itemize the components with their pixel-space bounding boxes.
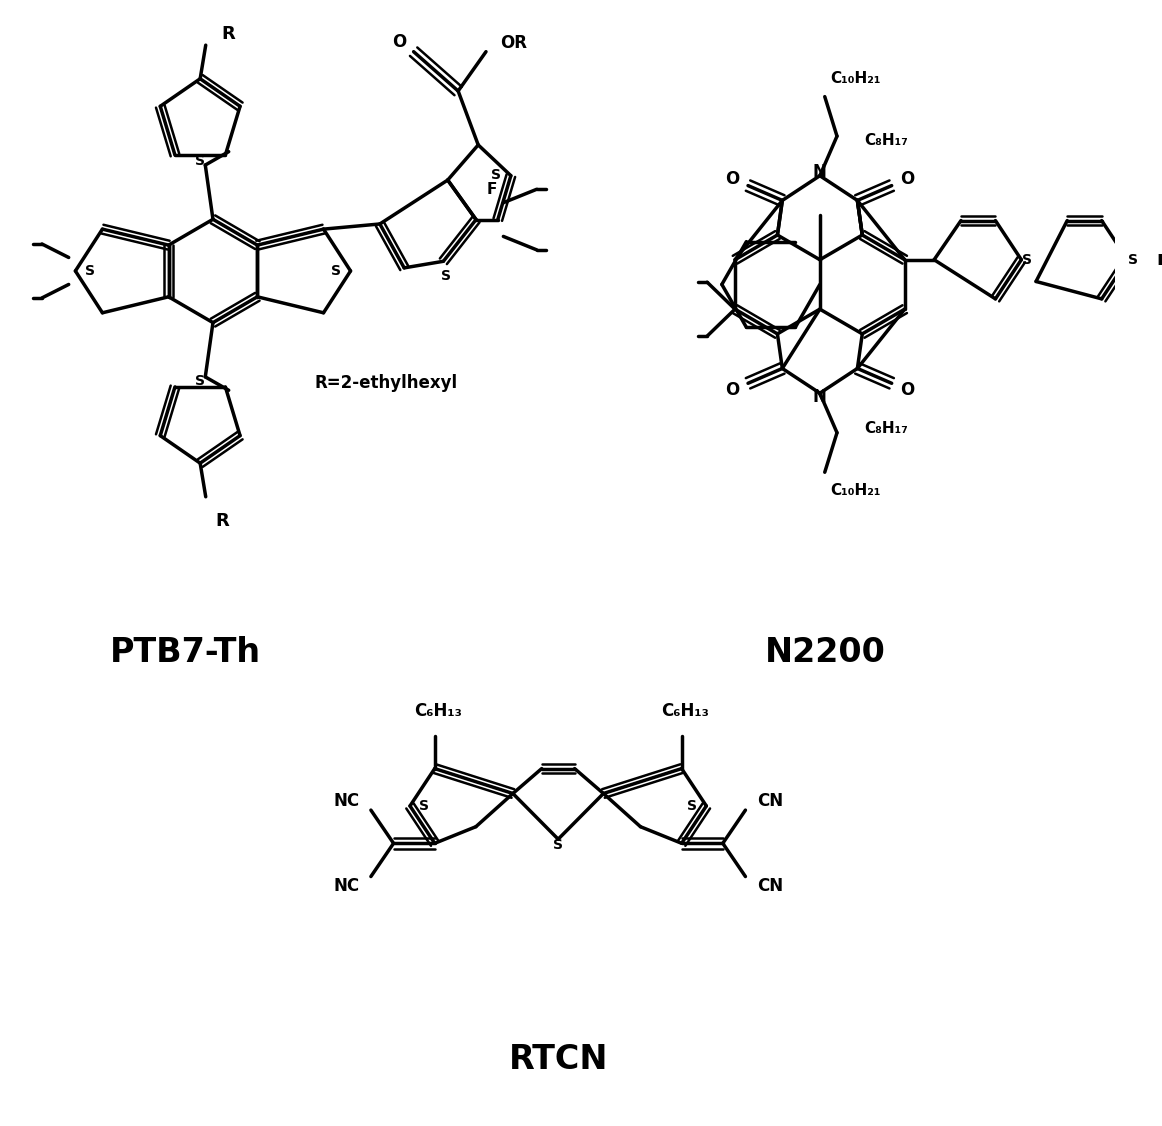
Text: PTB7-Th: PTB7-Th bbox=[109, 636, 260, 669]
Text: O: O bbox=[725, 170, 739, 188]
Text: N: N bbox=[813, 387, 827, 405]
Text: NC: NC bbox=[333, 876, 359, 894]
Text: S: S bbox=[440, 269, 451, 283]
Text: C₈H₁₇: C₈H₁₇ bbox=[865, 421, 908, 436]
Text: S: S bbox=[553, 839, 564, 852]
Text: C₆H₁₃: C₆H₁₃ bbox=[661, 701, 709, 720]
Text: S: S bbox=[687, 799, 697, 813]
Text: N: N bbox=[813, 163, 827, 181]
Text: CN: CN bbox=[756, 876, 783, 894]
Text: O: O bbox=[392, 33, 407, 51]
Text: R: R bbox=[216, 512, 229, 530]
Text: C₈H₁₇: C₈H₁₇ bbox=[865, 133, 908, 149]
Text: CN: CN bbox=[756, 792, 783, 810]
Text: OR: OR bbox=[501, 34, 528, 52]
Text: S: S bbox=[195, 154, 206, 169]
Text: O: O bbox=[725, 381, 739, 399]
Text: n: n bbox=[1156, 250, 1162, 269]
Text: C₁₀H₂₁: C₁₀H₂₁ bbox=[831, 71, 881, 87]
Text: RTCN: RTCN bbox=[509, 1043, 608, 1076]
Text: O: O bbox=[901, 170, 914, 188]
Text: F: F bbox=[487, 181, 497, 197]
Text: N2200: N2200 bbox=[765, 636, 885, 669]
Text: O: O bbox=[901, 381, 914, 399]
Text: S: S bbox=[331, 263, 342, 278]
Text: C₁₀H₂₁: C₁₀H₂₁ bbox=[831, 483, 881, 498]
Text: S: S bbox=[85, 263, 95, 278]
Text: R=2-ethylhexyl: R=2-ethylhexyl bbox=[314, 374, 457, 392]
Text: S: S bbox=[1021, 252, 1032, 267]
Text: S: S bbox=[492, 168, 501, 181]
Text: R: R bbox=[221, 25, 235, 43]
Text: C₆H₁₃: C₆H₁₃ bbox=[414, 701, 462, 720]
Text: S: S bbox=[1128, 252, 1138, 267]
Text: NC: NC bbox=[333, 792, 359, 810]
Text: S: S bbox=[195, 374, 206, 387]
Text: S: S bbox=[419, 799, 430, 813]
